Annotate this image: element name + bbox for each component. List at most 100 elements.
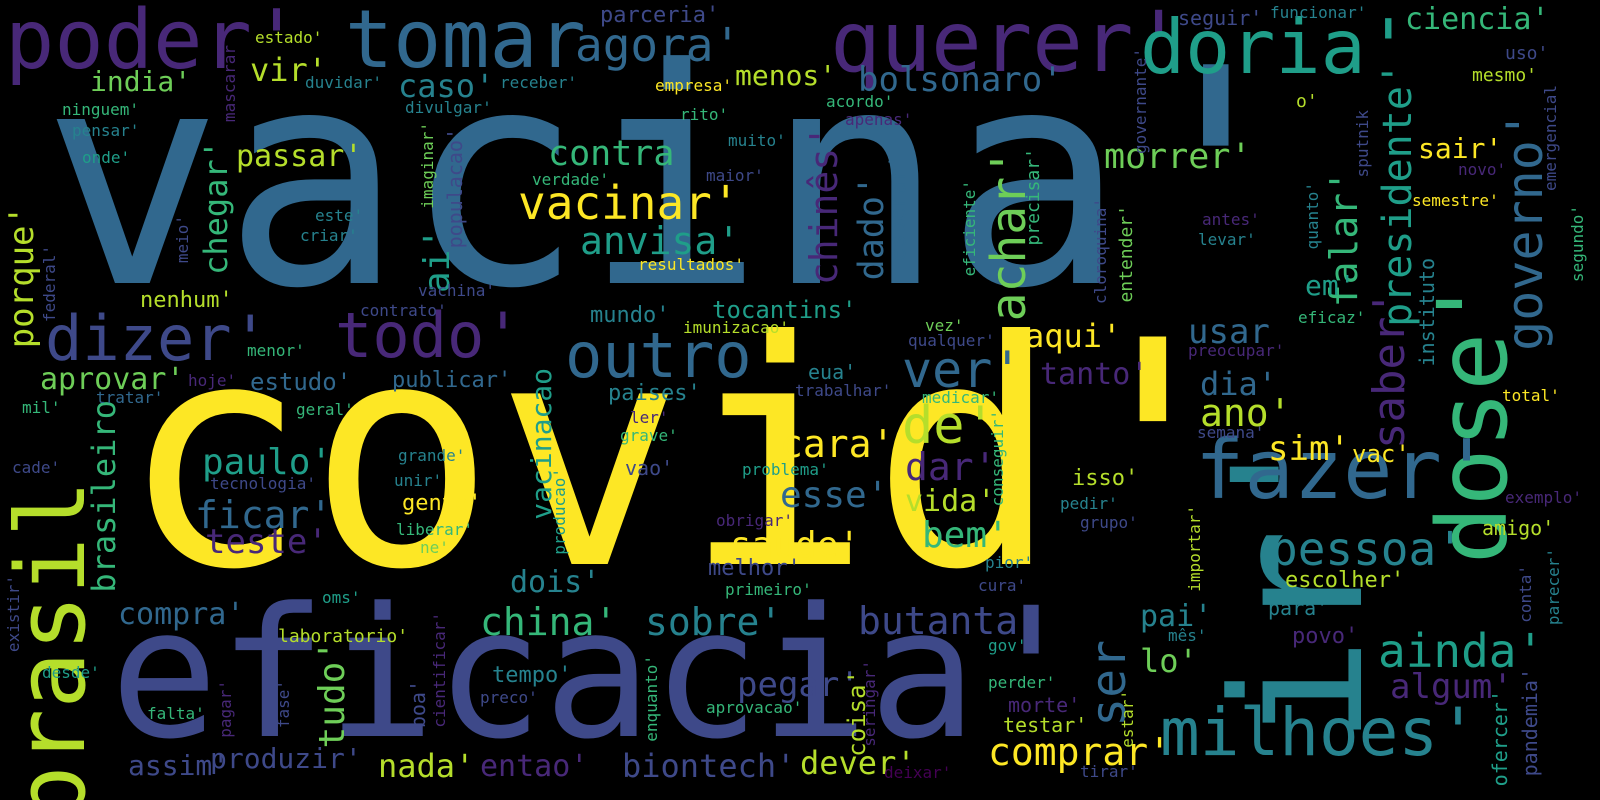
word-segundo: segundo' (1568, 205, 1587, 283)
word-nada: nada' (378, 747, 475, 785)
word-dar: dar' (905, 445, 997, 489)
word-cientificar: cientificar' (430, 612, 449, 728)
word-tanto: tanto' (1040, 357, 1149, 392)
word-muito: muito' (728, 131, 786, 150)
word-trabalhar: trabalhar' (795, 381, 892, 400)
word-para: para' (1268, 596, 1329, 620)
word-vacinar: vacinar' (518, 176, 740, 230)
word-melhor: melhor' (708, 556, 801, 581)
word-imaginar: imaginar' (418, 122, 437, 209)
word-pessoa: pessoa' (1270, 522, 1464, 576)
word-importar: importar' (1185, 505, 1204, 592)
word-preocupar: preocupar' (1188, 341, 1285, 360)
word-de: de' (902, 396, 996, 456)
word-algum: algum' (1390, 667, 1513, 707)
word-morte: morte' (1008, 693, 1081, 717)
word-perder: perder' (988, 673, 1056, 692)
word-maior: maior' (706, 166, 764, 185)
word-produzir: produzir' (210, 742, 362, 775)
word-menor: menor' (247, 341, 305, 360)
word-testar: testar' (1003, 713, 1088, 737)
word-ainda: ainda' (1378, 624, 1545, 678)
word-levar: levar' (1198, 230, 1256, 249)
word-eua: eua' (808, 360, 857, 384)
word-medicar: medicar' (922, 388, 1000, 407)
word-liberar: liberar' (396, 520, 474, 539)
word-saude: saude' (730, 525, 861, 566)
word-cura: cura' (978, 576, 1027, 595)
word-fazer: fazer' (1195, 423, 1492, 518)
word-tratar: tratar' (96, 388, 164, 407)
word-pegar: pegar' (737, 665, 860, 705)
word-esse: esse' (780, 475, 889, 516)
word-pai: pai' (1140, 599, 1213, 634)
word-ano: ano' (1200, 391, 1292, 435)
word-geral: geral' (296, 400, 354, 419)
word-escolher: escolher' (1285, 568, 1405, 593)
word-anvisa: anvisa' (580, 219, 741, 263)
word-preco: preco' (480, 688, 538, 707)
word-total: total' (1502, 386, 1560, 405)
word-duvidar: duvidar' (305, 73, 383, 92)
word-querer: querer' (830, 0, 1185, 91)
word-dado: dado' (852, 175, 892, 281)
word-hoje: hoje' (188, 371, 237, 390)
word-china: china' (480, 600, 618, 644)
word-receber: receber' (500, 73, 578, 92)
word-novo: novo' (1458, 160, 1507, 179)
word-usar: usar (1188, 312, 1270, 352)
word-federal: federal' (40, 245, 59, 323)
word-aprovar: aprovar' (40, 362, 185, 397)
word-unir: unir' (394, 471, 443, 490)
word-em: em' (1305, 269, 1356, 302)
word-todo: todo' (335, 299, 522, 372)
word-vao: vao' (625, 456, 674, 480)
word-falta: falta' (147, 704, 205, 723)
word-onde: onde' (82, 148, 131, 167)
word-ficar: ficar' (195, 493, 333, 537)
word-ver: ver' (902, 341, 1023, 399)
word-eficiente: eficiente' (960, 180, 979, 277)
word-tecnologia: tecnologia' (210, 474, 316, 493)
word-aqui: aqui' (1025, 317, 1122, 355)
word-parecer: parecer' (1544, 548, 1563, 626)
word-imunizacao: imunizacao' (683, 318, 789, 337)
word-outro: outro (565, 319, 752, 392)
word-caso: caso' (398, 67, 495, 105)
word-cara: cara' (780, 422, 895, 466)
word-publicar: publicar' (392, 368, 512, 393)
word-ofercer: ofercer' (1488, 690, 1512, 787)
word-mascarar: mascarar (220, 45, 239, 123)
word-laboratorio: laboratorio' (278, 626, 409, 647)
word-covid: covid' (120, 274, 1248, 638)
word-rito: rito' (680, 105, 729, 124)
word-quanto: quanto' (1303, 182, 1322, 250)
word-dois: dois' (510, 565, 601, 600)
word-tirar: tirar' (1080, 762, 1138, 781)
word-apenas: apenas' (845, 110, 913, 129)
word-butanta: butanta' (858, 599, 1042, 643)
word-verdade: verdade' (532, 170, 610, 189)
word-pior: pior' (985, 553, 1034, 572)
word-tudo: tudo' (312, 640, 353, 749)
word-primeiro: primeiro' (725, 580, 812, 599)
word-isso: isso' (1072, 466, 1139, 491)
word-passar: passar' (236, 139, 363, 174)
word-meio: meio' (173, 215, 192, 264)
word-existir: existir' (4, 575, 23, 653)
word-tempo: tempo' (492, 663, 572, 688)
word-saber: saber' (1364, 290, 1415, 449)
word-funcionar: funcionar' (1270, 3, 1367, 22)
word-dia: dia' (1200, 365, 1278, 403)
word-sputnik: sputnik (1353, 110, 1372, 178)
word-vac: vac' (1352, 440, 1410, 468)
word-grave: grave' (620, 426, 678, 445)
word-india: india' (90, 65, 192, 98)
word-parceria: parceria' (600, 3, 720, 28)
word-teste: teste' (205, 522, 328, 562)
word-precisar: precisar' (1023, 148, 1044, 246)
word-populacao: populacao' (443, 128, 467, 249)
word-conseguir: conseguir' (988, 410, 1007, 507)
word-este: este' (315, 206, 364, 225)
